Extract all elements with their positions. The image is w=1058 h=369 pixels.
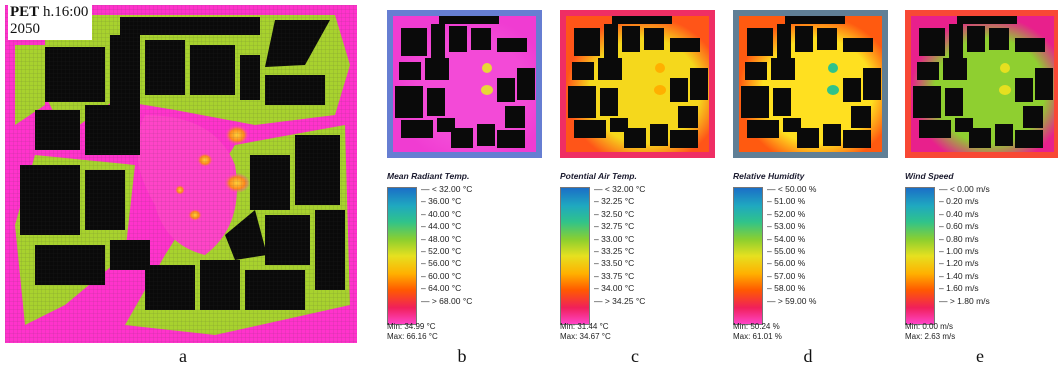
legend-max: Max: 34.67 °C — [560, 332, 611, 341]
legend-ticks-b: — < 32.00 °C – 36.00 °C – 40.00 °C – 44.00 … — [421, 183, 472, 307]
panel-map-d — [733, 10, 888, 158]
legend-tick-label: – 64.00 °C — [421, 283, 462, 294]
panel-map-image-d — [733, 10, 888, 158]
legend-max: Max: 2.63 m/s — [905, 332, 956, 341]
legend-tick-label: – 56.00 % — [767, 258, 806, 269]
legend-color-bar-b — [387, 187, 417, 325]
legend-tick-label: — < 50.00 % — [767, 184, 817, 194]
legend-tick-label: – 33.25 °C — [594, 245, 635, 256]
legend-minmax-e: Min: 0.00 m/s Max: 2.63 m/s — [905, 322, 955, 342]
legend-tick-label: – 36.00 °C — [421, 196, 462, 207]
legend-tick-label: – 58.00 % — [767, 283, 806, 294]
legend-title-c: Potential Air Temp. — [560, 171, 637, 181]
legend-tick-label: – 0.40 m/s — [939, 208, 979, 219]
legend-tick-label: – 0.60 m/s — [939, 221, 979, 232]
legend-tick-label: — < 32.00 °C — [594, 184, 646, 194]
legend-minmax-b: Min: 34.99 °C Max: 66.16 °C — [387, 322, 438, 342]
legend-tick-label: – 0.80 m/s — [939, 233, 979, 244]
legend-ticks-e: — < 0.00 m/s – 0.20 m/s – 0.40 m/s – 0.60 m… — [939, 183, 990, 307]
panel-map-b — [387, 10, 542, 158]
panel-map-image-b — [387, 10, 542, 158]
legend-ticks-d: — < 50.00 % – 51.00 % – 52.00 % – 53.00 % – … — [767, 183, 816, 307]
pet-map-image — [5, 5, 357, 343]
legend-min: Min: 0.00 m/s — [905, 322, 954, 331]
legend-min: Min: 31.44 °C — [560, 322, 609, 331]
legend-min: Min: 34.99 °C — [387, 322, 436, 331]
legend-tick-label: – 53.00 % — [767, 221, 806, 232]
pet-title-bold: PET — [10, 4, 40, 20]
legend-tick-label: – 55.00 % — [767, 245, 806, 256]
panel-map-e — [905, 10, 1058, 158]
legend-tick-label: – 57.00 % — [767, 270, 806, 281]
legend-tick-label: – 32.50 °C — [594, 208, 635, 219]
panel-label-c: c — [631, 346, 639, 366]
legend-tick-label: — > 34.25 °C — [594, 295, 646, 306]
legend-color-bar-d — [733, 187, 763, 325]
panel-label-d: d — [803, 346, 813, 366]
legend-tick-label: — > 59.00 % — [767, 295, 817, 306]
legend-tick-label: – 32.75 °C — [594, 221, 635, 232]
legend-tick-label: – 51.00 % — [767, 196, 806, 207]
pet-title-year: 2050 — [10, 21, 40, 37]
legend-tick-label: – 34.00 °C — [594, 283, 635, 294]
legend-tick-label: – 1.20 m/s — [939, 258, 979, 269]
legend-tick-label: — > 1.80 m/s — [939, 295, 990, 306]
legend-tick-label: – 56.00 °C — [421, 258, 462, 269]
legend-tick-label: – 60.00 °C — [421, 270, 462, 281]
legend-tick-label: – 48.00 °C — [421, 233, 462, 244]
legend-color-bar-c — [560, 187, 590, 325]
legend-tick-label: — > 68.00 °C — [421, 295, 473, 306]
legend-max: Max: 61.01 % — [733, 332, 782, 341]
legend-title-e: Wind Speed — [905, 171, 954, 181]
panel-label-b: b — [457, 346, 467, 366]
legend-tick-label: – 33.50 °C — [594, 258, 635, 269]
legend-tick-label: – 32.25 °C — [594, 196, 635, 207]
panel-map-c — [560, 10, 715, 158]
legend-title-b: Mean Radiant Temp. — [387, 171, 470, 181]
pet-map-title: PET h.16:00 2050 — [8, 3, 93, 40]
panel-label-a: a — [179, 346, 187, 366]
legend-tick-label: – 54.00 % — [767, 233, 806, 244]
legend-tick-label: – 44.00 °C — [421, 221, 462, 232]
legend-tick-label: – 1.60 m/s — [939, 283, 979, 294]
pet-title-rest: h.16:00 — [39, 4, 89, 20]
legend-max: Max: 66.16 °C — [387, 332, 438, 341]
legend-minmax-c: Min: 31.44 °C Max: 34.67 °C — [560, 322, 611, 342]
legend-tick-label: – 52.00 °C — [421, 245, 462, 256]
legend-tick-label: – 52.00 % — [767, 208, 806, 219]
legend-tick-label: – 33.00 °C — [594, 233, 635, 244]
legend-tick-label: – 40.00 °C — [421, 208, 462, 219]
legend-tick-label: — < 32.00 °C — [421, 184, 473, 194]
legend-ticks-c: — < 32.00 °C – 32.25 °C – 32.50 °C – 32.75 … — [594, 183, 645, 307]
legend-minmax-d: Min: 50.24 % Max: 61.01 % — [733, 322, 782, 342]
legend-tick-label: – 1.40 m/s — [939, 270, 979, 281]
legend-title-d: Relative Humidity — [733, 171, 805, 181]
legend-tick-label: — < 0.00 m/s — [939, 184, 990, 194]
legend-tick-label: – 0.20 m/s — [939, 196, 979, 207]
legend-tick-label: – 1.00 m/s — [939, 245, 979, 256]
panel-map-image-c — [560, 10, 715, 158]
legend-tick-label: – 33.75 °C — [594, 270, 635, 281]
main-pet-map — [5, 5, 357, 343]
panel-label-e: e — [976, 346, 984, 366]
panel-map-image-e — [905, 10, 1058, 158]
legend-min: Min: 50.24 % — [733, 322, 780, 331]
legend-color-bar-e — [905, 187, 935, 325]
